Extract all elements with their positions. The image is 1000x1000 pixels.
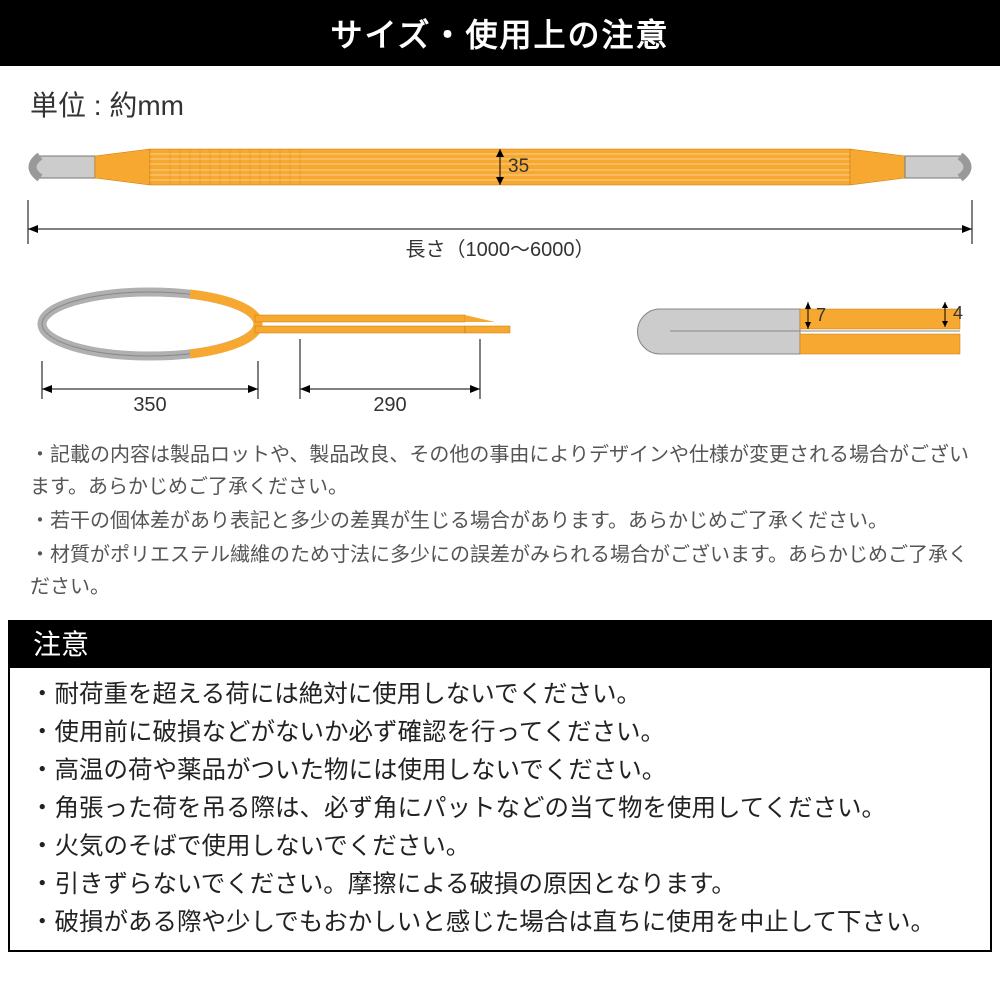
warn-2: ・使用前に破損などがないか必ず確認を行ってください。 <box>30 714 970 752</box>
notes-section: ・記載の内容は製品ロットや、製品改良、その他の事由によりデザインや仕様が変更され… <box>0 419 1000 620</box>
warn-6: ・引きずらないでください。摩擦による破損の原因となります。 <box>30 866 970 904</box>
main-header: サイズ・使用上の注意 <box>0 0 1000 66</box>
note-3: ・材質がポリエステル繊維のため寸法に多少にの誤差がみられる場合がございます。あら… <box>30 539 970 603</box>
sling-diagram: 35 長さ（1000～6000） <box>20 134 980 414</box>
warning-header: 注意 <box>8 620 992 666</box>
diagram-area: 35 長さ（1000～6000） <box>0 134 1000 419</box>
note-2: ・若干の個体差があり表記と多少の差異が生じる場合があります。あらかじめご了承くだ… <box>30 505 970 537</box>
dim-t4: 4 <box>953 303 963 323</box>
page-container: サイズ・使用上の注意 単位 : 約mm <box>0 0 1000 952</box>
dim-length: 長さ（1000～6000） <box>406 238 595 261</box>
dim-taper: 290 <box>373 394 406 414</box>
dim-width: 35 <box>508 156 529 177</box>
dim-loop: 350 <box>133 394 166 414</box>
warn-4: ・角張った荷を吊る際は、必ず角にパットなどの当て物を使用してください。 <box>30 790 970 828</box>
header-title: サイズ・使用上の注意 <box>330 17 669 53</box>
unit-label: 単位 : 約mm <box>0 66 1000 134</box>
warning-body: ・耐荷重を超える荷には絶対に使用しないでください。 ・使用前に破損などがないか必… <box>8 666 992 952</box>
warn-5: ・火気のそばで使用しないでください。 <box>30 828 970 866</box>
warn-3: ・高温の荷や薬品がついた物には使用しないでください。 <box>30 752 970 790</box>
warn-1: ・耐荷重を超える荷には絶対に使用しないでください。 <box>30 676 970 714</box>
warn-7: ・破損がある際や少しでもおかしいと感じた場合は直ちに使用を中止して下さい。 <box>30 904 970 942</box>
dim-t7: 7 <box>816 305 826 325</box>
note-1: ・記載の内容は製品ロットや、製品改良、その他の事由によりデザインや仕様が変更され… <box>30 439 970 503</box>
